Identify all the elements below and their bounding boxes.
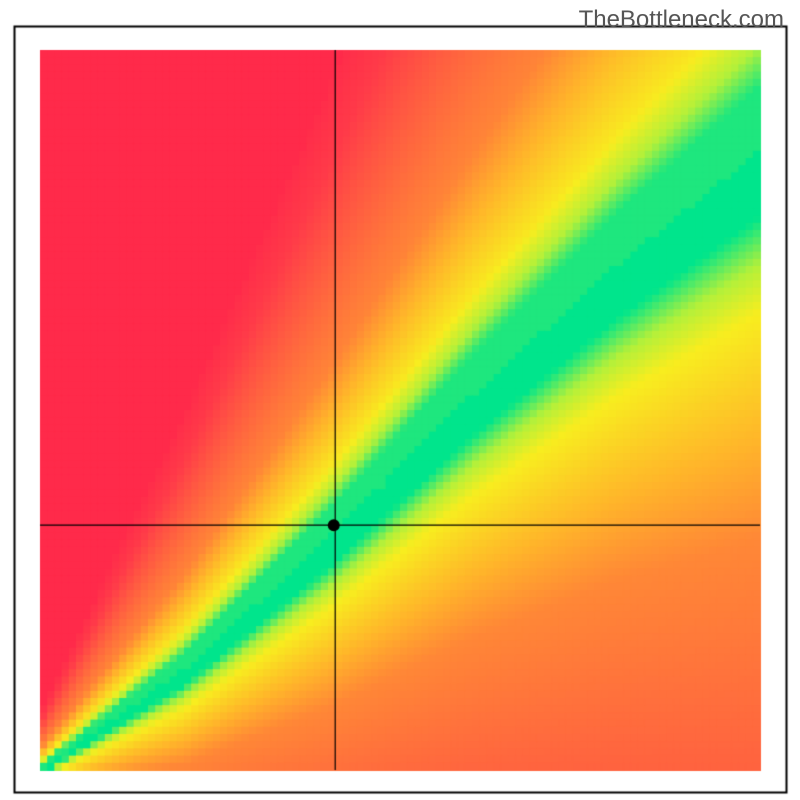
- bottleneck-heatmap: [0, 0, 800, 800]
- root-container: TheBottleneck.com: [0, 0, 800, 800]
- watermark-text: TheBottleneck.com: [579, 6, 784, 34]
